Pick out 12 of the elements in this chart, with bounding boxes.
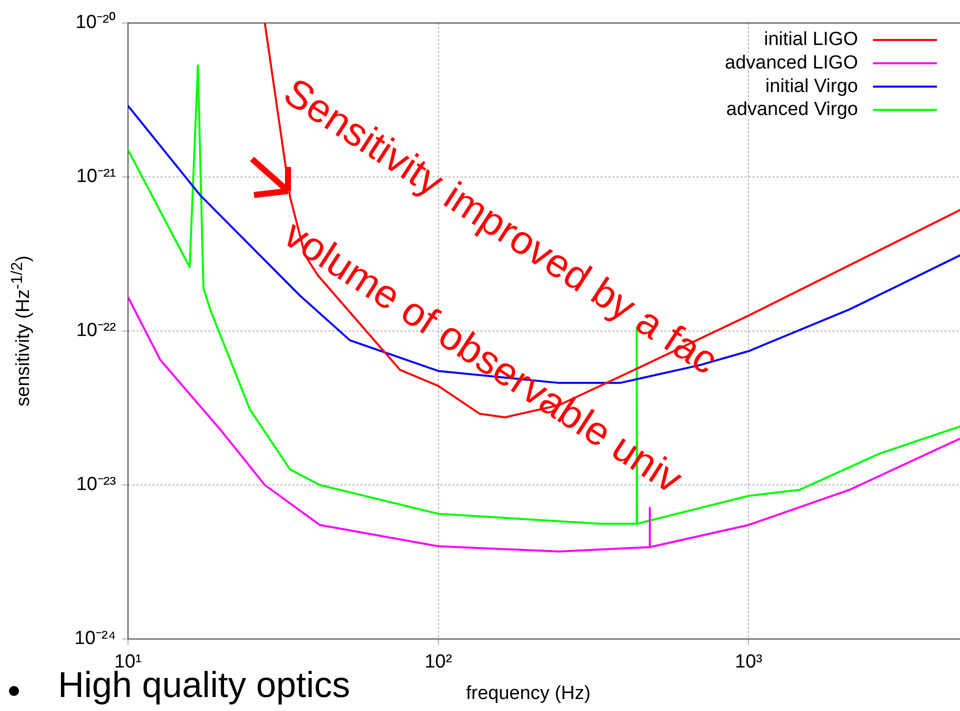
- y-tick-label: 10⁻²¹: [76, 166, 116, 188]
- legend-label: initial Virgo: [765, 76, 858, 97]
- y-tick-label: 10⁻²⁰: [76, 11, 116, 34]
- x-tick-label: 10³: [734, 652, 762, 673]
- legend-label: advanced Virgo: [726, 99, 858, 120]
- y-tick-label: 10⁻²⁴: [74, 628, 116, 650]
- y-tick-label: 10⁻²²: [76, 320, 116, 342]
- x-axis-title: frequency (Hz): [466, 683, 591, 705]
- y-tick-label: 10⁻²³: [76, 474, 116, 496]
- legend-label: initial LIGO: [764, 29, 858, 50]
- x-tick-label: 10²: [424, 652, 452, 673]
- legend-label: advanced LIGO: [724, 52, 858, 74]
